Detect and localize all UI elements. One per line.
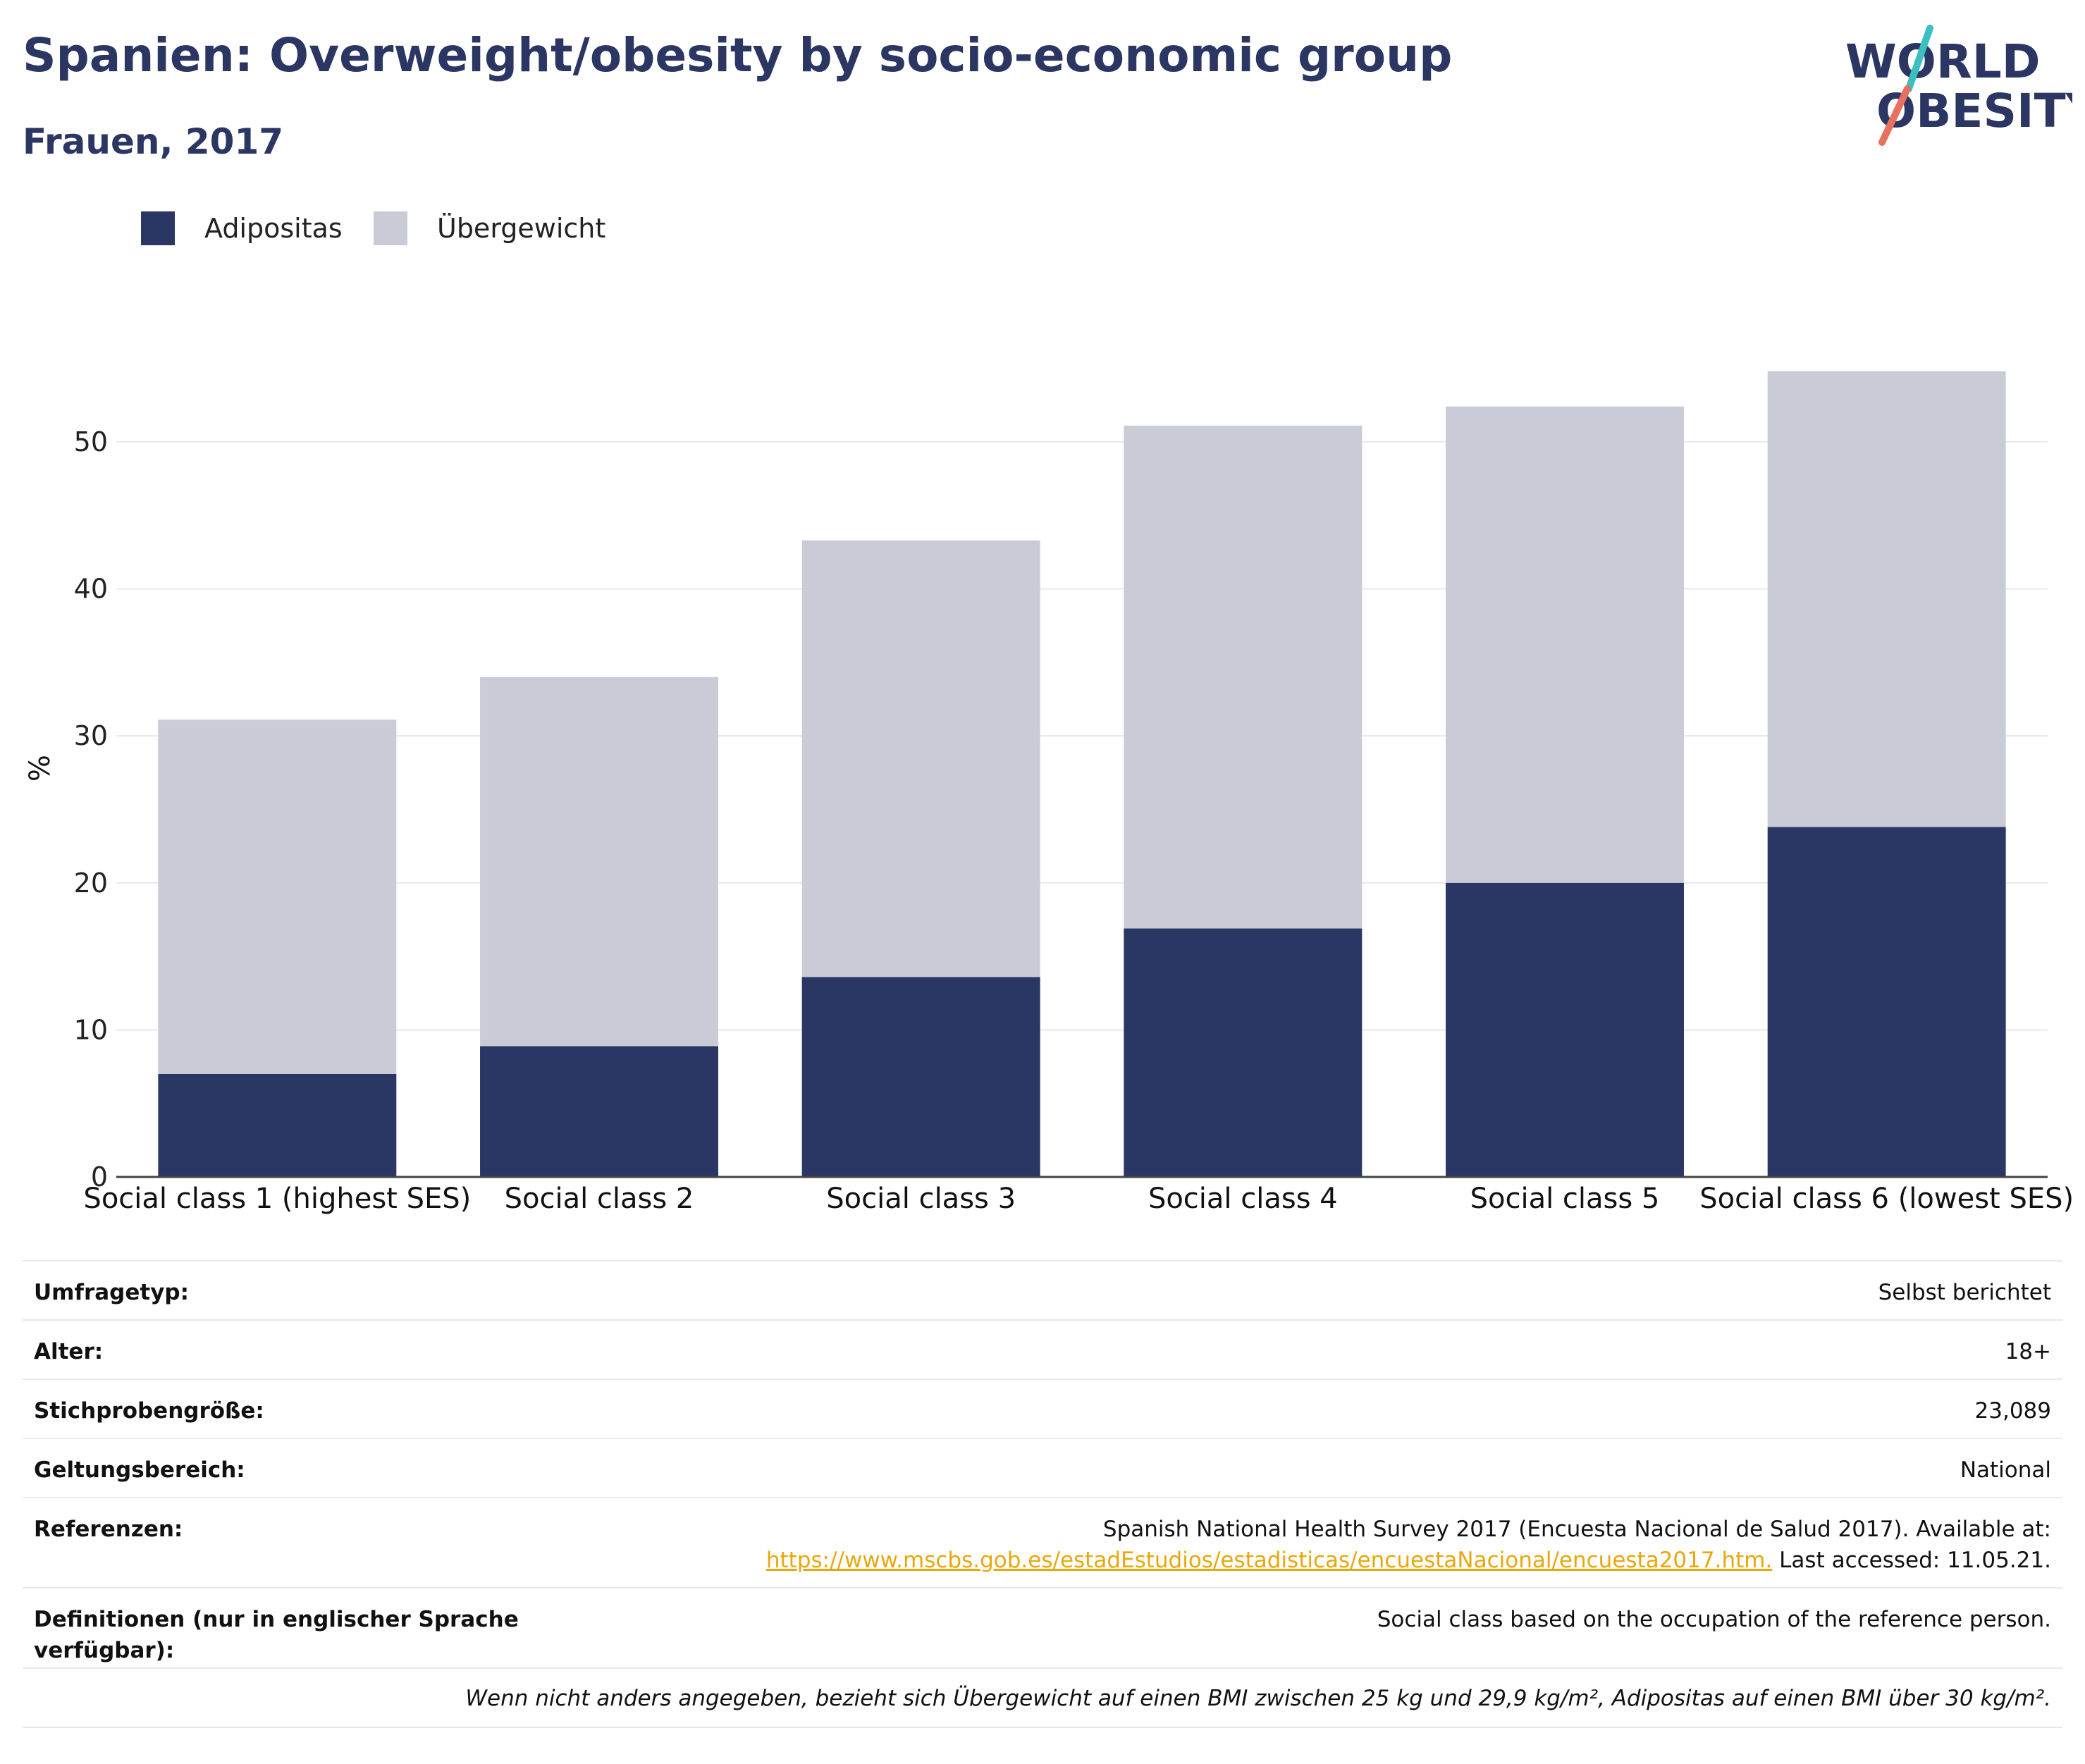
logo-slash-coral bbox=[1878, 85, 1911, 146]
bar-uebergewicht-3[interactable] bbox=[801, 540, 1040, 977]
logo-line-world: WORLD bbox=[1845, 35, 2041, 89]
bar-uebergewicht-5[interactable] bbox=[1446, 406, 1684, 883]
legend-swatch-uebergewicht bbox=[374, 211, 407, 245]
x-tick-label-6: Social class 6 (lowest SES) bbox=[1699, 1183, 2074, 1215]
reference-text: Spanish National Health Survey 2017 (Enc… bbox=[1102, 1517, 2051, 1542]
axes: 0 10 20 30 40 50 Social class 1 (highest SES) S… bbox=[74, 426, 2074, 1215]
y-tick-label-30: 30 bbox=[74, 720, 108, 751]
stacked-bar-chart: 0 10 20 30 40 50 Social class 1 (highest SES) S… bbox=[24, 371, 2074, 1215]
y-tick-label-40: 40 bbox=[74, 574, 108, 605]
info-row-coverage: Geltungsbereich: National bbox=[23, 1439, 2062, 1498]
y-axis-label: % bbox=[24, 755, 56, 782]
x-tick-label-2: Social class 2 bbox=[505, 1183, 694, 1215]
info-key-age: Alter: bbox=[34, 1339, 104, 1364]
chart-title: Spanien: Overweight/obesity by socio-eco… bbox=[23, 28, 1453, 82]
legend-label-adipositas: Adipositas bbox=[204, 213, 343, 244]
bar-uebergewicht-4[interactable] bbox=[1124, 425, 1363, 929]
info-row-references: Referenzen: Spanish National Health Surv… bbox=[23, 1498, 2062, 1589]
reference-accessed: Last accessed: 11.05.21. bbox=[1772, 1548, 2051, 1573]
bar-uebergewicht-2[interactable] bbox=[480, 677, 718, 1047]
info-value-sample-size: 23,089 bbox=[1974, 1398, 2051, 1424]
info-key-definitions: Definitionen (nur in englischer Sprache … bbox=[34, 1607, 519, 1663]
survey-info-table: Umfragetyp: Selbst berichtet Alter: 18+ … bbox=[23, 1260, 2062, 1728]
info-value-survey-type: Selbst berichtet bbox=[1878, 1280, 2051, 1305]
x-tick-label-1: Social class 1 (highest SES) bbox=[83, 1183, 471, 1215]
info-value-references: Spanish National Health Survey 2017 (Enc… bbox=[571, 1514, 2051, 1576]
x-tick-label-5: Social class 5 bbox=[1470, 1183, 1660, 1215]
bar-adipositas-6[interactable] bbox=[1767, 827, 2006, 1177]
bar-uebergewicht-1[interactable] bbox=[158, 720, 397, 1074]
y-tick-label-50: 50 bbox=[74, 426, 108, 457]
info-value-coverage: National bbox=[1960, 1457, 2051, 1483]
info-row-footnote: Wenn nicht anders angegeben, bezieht sic… bbox=[23, 1669, 2062, 1728]
info-value-definitions: Social class based on the occupation of … bbox=[1377, 1607, 2051, 1632]
logo-slash-teal bbox=[1905, 25, 1933, 92]
legend-swatch-adipositas bbox=[141, 211, 175, 245]
info-key-sample-size: Stichprobengröße: bbox=[34, 1398, 264, 1424]
y-tick-label-10: 10 bbox=[74, 1014, 108, 1045]
x-tick-label-3: Social class 3 bbox=[826, 1183, 1016, 1215]
x-tick-label-4: Social class 4 bbox=[1148, 1183, 1338, 1215]
bars bbox=[158, 371, 2006, 1177]
y-tick-label-0: 0 bbox=[91, 1161, 108, 1192]
info-key-survey-type: Umfragetyp: bbox=[34, 1280, 189, 1305]
bar-adipositas-4[interactable] bbox=[1124, 928, 1363, 1177]
world-obesity-logo: WORLD OBESITY bbox=[1845, 25, 2072, 146]
bmi-footnote: Wenn nicht anders angegeben, bezieht sic… bbox=[465, 1686, 2051, 1711]
bar-uebergewicht-6[interactable] bbox=[1767, 371, 2006, 827]
info-key-references: Referenzen: bbox=[34, 1517, 183, 1542]
bar-adipositas-3[interactable] bbox=[801, 977, 1040, 1177]
grid-lines bbox=[116, 440, 2048, 1031]
bar-adipositas-5[interactable] bbox=[1446, 882, 1684, 1177]
chart-subtitle: Frauen, 2017 bbox=[23, 121, 284, 162]
bar-adipositas-2[interactable] bbox=[480, 1046, 718, 1177]
info-row-survey-type: Umfragetyp: Selbst berichtet bbox=[23, 1262, 2062, 1321]
info-key-coverage: Geltungsbereich: bbox=[34, 1457, 245, 1483]
legend-label-uebergewicht: Übergewicht bbox=[437, 213, 606, 244]
reference-link[interactable]: https://www.mscbs.gob.es/estadEstudios/e… bbox=[765, 1548, 1773, 1573]
info-value-age: 18+ bbox=[2005, 1339, 2051, 1364]
info-row-age: Alter: 18+ bbox=[23, 1321, 2062, 1380]
bar-adipositas-1[interactable] bbox=[158, 1073, 397, 1177]
y-tick-label-20: 20 bbox=[74, 868, 108, 899]
info-row-sample-size: Stichprobengröße: 23,089 bbox=[23, 1380, 2062, 1439]
info-row-definitions: Definitionen (nur in englischer Sprache … bbox=[23, 1589, 2062, 1669]
